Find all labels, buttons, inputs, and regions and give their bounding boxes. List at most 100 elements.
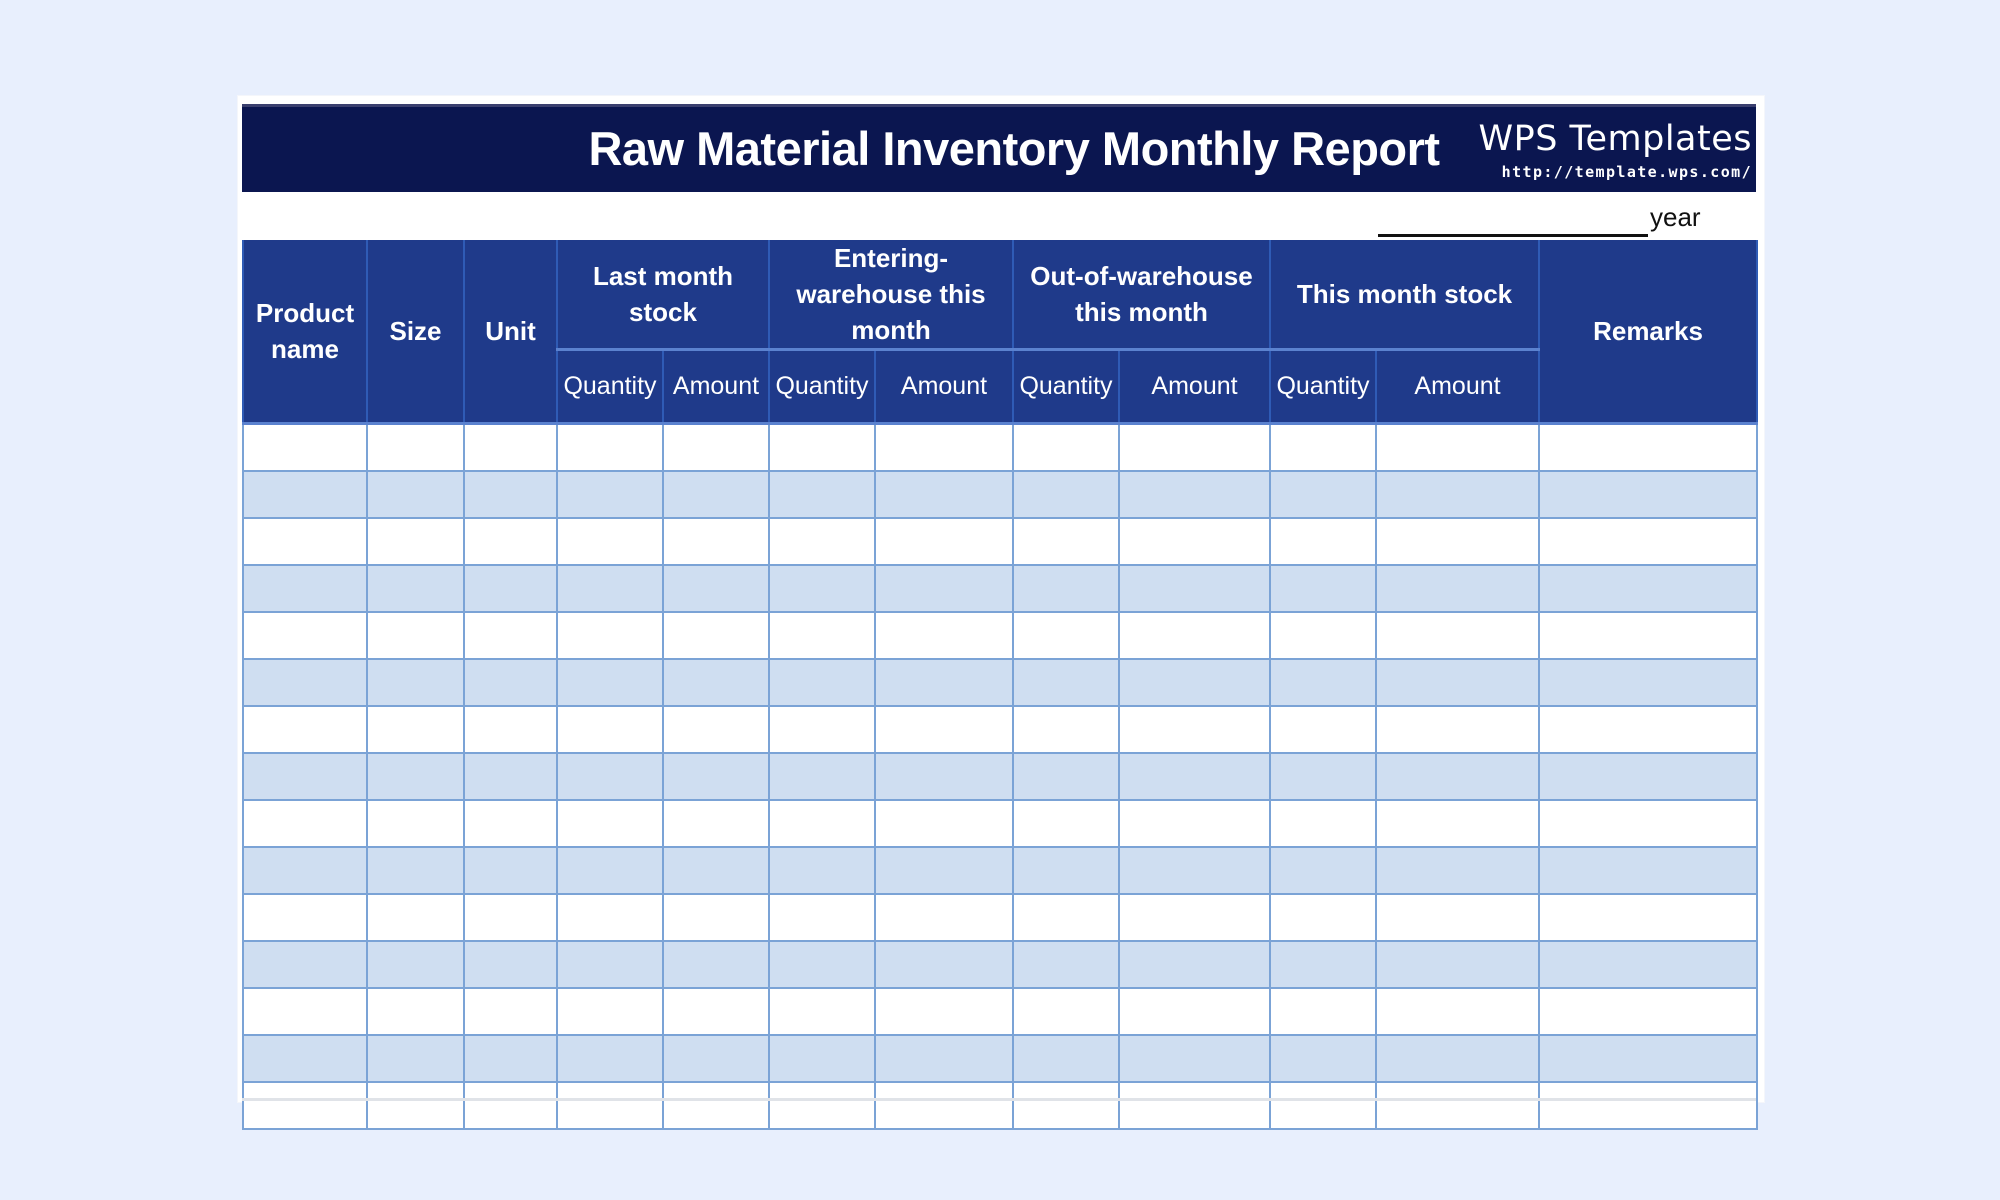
table-cell[interactable]: [768, 1081, 876, 1130]
table-cell[interactable]: [874, 987, 1014, 1036]
table-cell[interactable]: [1269, 987, 1378, 1036]
table-cell[interactable]: [1117, 940, 1272, 989]
table-cell[interactable]: [1117, 422, 1272, 472]
table-cell[interactable]: [463, 1034, 558, 1083]
table-cell[interactable]: [662, 658, 770, 707]
table-cell[interactable]: [874, 752, 1014, 801]
table-cell[interactable]: [556, 422, 664, 472]
table-cell[interactable]: [242, 611, 368, 660]
table-cell[interactable]: [242, 517, 368, 566]
table-cell[interactable]: [1012, 611, 1120, 660]
table-cell[interactable]: [662, 705, 770, 754]
table-cell[interactable]: [662, 470, 770, 519]
table-cell[interactable]: [366, 517, 465, 566]
table-cell[interactable]: [1117, 658, 1272, 707]
table-cell[interactable]: [366, 1034, 465, 1083]
table-cell[interactable]: [1538, 987, 1759, 1036]
table-cell[interactable]: [463, 470, 558, 519]
table-cell[interactable]: [463, 705, 558, 754]
table-cell[interactable]: [1117, 846, 1272, 895]
table-cell[interactable]: [1375, 893, 1541, 942]
table-cell[interactable]: [1375, 940, 1541, 989]
table-cell[interactable]: [1012, 470, 1120, 519]
table-cell[interactable]: [556, 1034, 664, 1083]
table-cell[interactable]: [463, 658, 558, 707]
year-input-line[interactable]: [1378, 234, 1648, 237]
table-cell[interactable]: [366, 564, 465, 613]
table-cell[interactable]: [242, 1081, 368, 1130]
table-cell[interactable]: [1538, 752, 1759, 801]
table-cell[interactable]: [1012, 893, 1120, 942]
table-cell[interactable]: [463, 1081, 558, 1130]
table-cell[interactable]: [768, 658, 876, 707]
table-cell[interactable]: [662, 1034, 770, 1083]
table-cell[interactable]: [1117, 987, 1272, 1036]
table-cell[interactable]: [662, 564, 770, 613]
table-cell[interactable]: [1117, 752, 1272, 801]
table-cell[interactable]: [662, 611, 770, 660]
table-cell[interactable]: [242, 987, 368, 1036]
table-cell[interactable]: [366, 987, 465, 1036]
table-cell[interactable]: [874, 799, 1014, 848]
table-cell[interactable]: [768, 799, 876, 848]
table-cell[interactable]: [463, 611, 558, 660]
table-cell[interactable]: [1269, 1081, 1378, 1130]
table-cell[interactable]: [1012, 705, 1120, 754]
table-cell[interactable]: [242, 705, 368, 754]
table-cell[interactable]: [1538, 658, 1759, 707]
table-cell[interactable]: [556, 799, 664, 848]
table-cell[interactable]: [662, 517, 770, 566]
table-cell[interactable]: [556, 987, 664, 1036]
table-cell[interactable]: [1117, 517, 1272, 566]
table-cell[interactable]: [1269, 470, 1378, 519]
table-cell[interactable]: [1117, 1081, 1272, 1130]
table-cell[interactable]: [1538, 799, 1759, 848]
table-cell[interactable]: [874, 611, 1014, 660]
table-cell[interactable]: [1375, 517, 1541, 566]
table-cell[interactable]: [556, 517, 664, 566]
table-cell[interactable]: [874, 846, 1014, 895]
table-cell[interactable]: [1269, 846, 1378, 895]
table-cell[interactable]: [1538, 846, 1759, 895]
table-cell[interactable]: [1269, 799, 1378, 848]
table-cell[interactable]: [874, 470, 1014, 519]
table-cell[interactable]: [1269, 893, 1378, 942]
table-cell[interactable]: [768, 564, 876, 613]
table-cell[interactable]: [1538, 1081, 1759, 1130]
table-cell[interactable]: [1538, 705, 1759, 754]
table-cell[interactable]: [556, 752, 664, 801]
table-cell[interactable]: [1538, 470, 1759, 519]
table-cell[interactable]: [768, 422, 876, 472]
table-cell[interactable]: [366, 799, 465, 848]
table-cell[interactable]: [1538, 611, 1759, 660]
table-cell[interactable]: [366, 422, 465, 472]
table-cell[interactable]: [1269, 564, 1378, 613]
table-cell[interactable]: [768, 470, 876, 519]
table-cell[interactable]: [1012, 799, 1120, 848]
table-cell[interactable]: [1375, 846, 1541, 895]
table-cell[interactable]: [1538, 564, 1759, 613]
table-cell[interactable]: [1269, 705, 1378, 754]
table-cell[interactable]: [662, 940, 770, 989]
table-cell[interactable]: [1375, 422, 1541, 472]
table-cell[interactable]: [874, 1081, 1014, 1130]
table-cell[interactable]: [1269, 940, 1378, 989]
table-cell[interactable]: [1375, 752, 1541, 801]
table-cell[interactable]: [1012, 1034, 1120, 1083]
table-cell[interactable]: [1538, 1034, 1759, 1083]
table-cell[interactable]: [366, 658, 465, 707]
table-cell[interactable]: [662, 987, 770, 1036]
table-cell[interactable]: [874, 517, 1014, 566]
table-cell[interactable]: [1269, 1034, 1378, 1083]
table-cell[interactable]: [662, 422, 770, 472]
table-cell[interactable]: [874, 893, 1014, 942]
table-cell[interactable]: [1269, 611, 1378, 660]
table-cell[interactable]: [1117, 799, 1272, 848]
table-cell[interactable]: [1117, 1034, 1272, 1083]
table-cell[interactable]: [242, 658, 368, 707]
table-cell[interactable]: [463, 799, 558, 848]
table-cell[interactable]: [768, 987, 876, 1036]
table-cell[interactable]: [1538, 422, 1759, 472]
table-cell[interactable]: [662, 846, 770, 895]
table-cell[interactable]: [242, 893, 368, 942]
